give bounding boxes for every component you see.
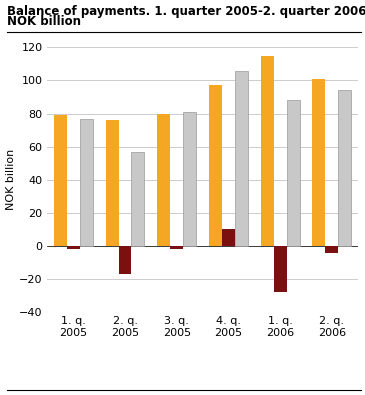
Bar <box>105 120 119 246</box>
Bar <box>325 246 338 252</box>
Bar <box>209 85 222 246</box>
Text: NOK billion: NOK billion <box>7 15 81 28</box>
Bar <box>338 90 351 246</box>
Bar <box>235 71 248 246</box>
Bar <box>222 229 235 246</box>
Bar <box>274 246 287 292</box>
Bar <box>157 114 170 246</box>
Bar <box>54 115 67 246</box>
Bar <box>131 152 145 246</box>
Bar <box>183 112 196 246</box>
Bar <box>119 246 131 274</box>
Bar <box>312 79 325 246</box>
Y-axis label: NOK billion: NOK billion <box>6 149 16 211</box>
Bar <box>261 56 274 246</box>
Bar <box>287 100 300 246</box>
Bar <box>80 118 93 246</box>
Bar <box>67 246 80 249</box>
Bar <box>170 246 183 249</box>
Text: Balance of payments. 1. quarter 2005-2. quarter 2006.: Balance of payments. 1. quarter 2005-2. … <box>7 5 365 18</box>
